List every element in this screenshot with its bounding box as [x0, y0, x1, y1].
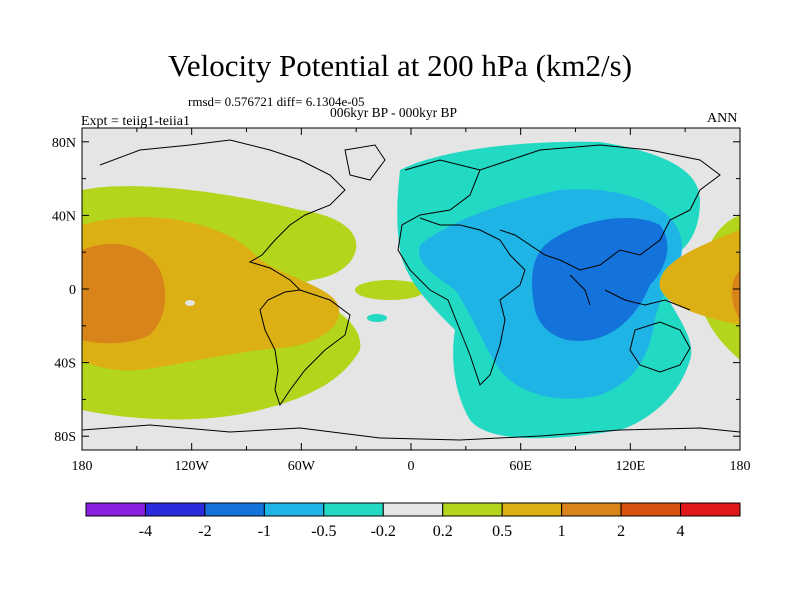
lat-tick-label: 0 — [69, 283, 76, 298]
colorbar-swatch — [561, 502, 622, 517]
colorbar-label: -4 — [139, 523, 152, 540]
experiment-label: Expt = teiig1-teiia1 — [81, 114, 190, 129]
longitude-ticks: 180 120W 60W 0 60E 120E 180 — [72, 128, 751, 474]
plot-title: Velocity Potential at 200 hPa (km2/s) — [167, 48, 633, 83]
colorbar-swatch — [382, 502, 444, 517]
colorbar-swatch — [501, 502, 563, 517]
lon-tick-label: 180 — [730, 459, 751, 474]
contour-west-hole — [185, 300, 195, 306]
lat-tick-label: 80S — [54, 430, 76, 445]
latitude-ticks: 80N 40N 0 40S 80S — [52, 136, 740, 445]
contour-wpac-0.5 — [659, 230, 740, 325]
lat-tick-label: 40N — [52, 209, 76, 224]
lon-tick-label: 0 — [408, 459, 415, 474]
colorbar-label: 0.2 — [433, 523, 453, 540]
lon-tick-label: 120W — [175, 459, 210, 474]
colorbar-label: 2 — [617, 523, 625, 540]
colorbar-label: -2 — [198, 523, 211, 540]
contour-atlantic-0.2 — [355, 280, 425, 300]
coastlines — [82, 139, 740, 441]
lon-tick-label: 180 — [72, 459, 93, 474]
colorbar-swatch — [620, 502, 682, 517]
colorbar-label: 1 — [558, 523, 566, 540]
lon-tick-label: 60W — [288, 459, 316, 474]
colorbar-swatch — [144, 502, 206, 517]
contour-east-1 — [532, 217, 668, 341]
colorbar-label: -1 — [258, 523, 271, 540]
colorbar-swatch — [85, 502, 146, 517]
lat-tick-label: 80N — [52, 136, 76, 151]
lat-tick-label: 40S — [54, 357, 76, 372]
contour-atlantic-0.2b — [367, 314, 387, 322]
colorbar: -4 -2 -1 -0.5 -0.2 0.2 0.5 1 2 4 — [85, 502, 741, 540]
colorbar-swatch — [263, 502, 325, 517]
lon-tick-label: 120E — [616, 459, 646, 474]
colorbar-swatch — [204, 502, 265, 517]
colorbar-label: -0.5 — [311, 523, 336, 540]
map-plot-area — [82, 128, 740, 450]
colorbar-label: 4 — [677, 523, 685, 540]
colorbar-label: 0.5 — [492, 523, 512, 540]
colorbar-swatch — [442, 502, 503, 517]
time-period-label: 006kyr BP - 000kyr BP — [330, 105, 458, 120]
contour-west-1 — [82, 243, 166, 344]
lon-tick-label: 60E — [509, 459, 532, 474]
contour-wpac-1 — [731, 270, 740, 320]
season-label: ANN — [707, 111, 738, 126]
colorbar-swatch — [323, 502, 384, 517]
rmsd-diff-stats: rmsd= 0.576721 diff= 6.1304e-05 — [188, 94, 365, 109]
colorbar-swatch — [680, 502, 741, 517]
colorbar-label: -0.2 — [371, 523, 396, 540]
